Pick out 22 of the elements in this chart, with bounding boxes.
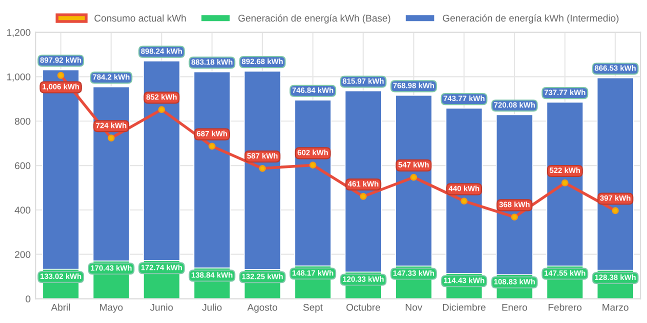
- x-tick-label: Mayo: [100, 304, 123, 313]
- x-tick-label: Agosto: [247, 304, 278, 313]
- legend-label: Generación de energía kWh (Base): [238, 14, 390, 24]
- y-tick-label: 1,000: [7, 73, 30, 82]
- x-tick-label: Sept: [303, 304, 323, 313]
- x-tick-label: Marzo: [602, 304, 628, 311]
- x-tick-label: Julio: [202, 304, 222, 311]
- y-tick-label: 400: [14, 206, 30, 214]
- legend-label: Consumo actual kWh: [94, 14, 186, 22]
- legend-label: Generación de energía kWh (Intermedio): [442, 14, 618, 24]
- y-tick-label: 800: [14, 118, 30, 125]
- y-tick-label: 1,200: [7, 29, 30, 38]
- x-tick-label: Febrero: [548, 304, 582, 311]
- x-tick-label: Nov: [406, 304, 422, 311]
- y-tick-label: 0: [26, 296, 30, 302]
- x-tick-label: Abril: [51, 304, 70, 311]
- y-tick-label: 600: [15, 162, 30, 170]
- x-tick-label: Octubre: [346, 304, 380, 311]
- x-tick-label: Junio: [150, 304, 173, 311]
- y-tick-label: 200: [14, 251, 30, 258]
- x-tick-label: Enero: [502, 304, 528, 311]
- x-tick-label: Diciembre: [443, 304, 486, 311]
